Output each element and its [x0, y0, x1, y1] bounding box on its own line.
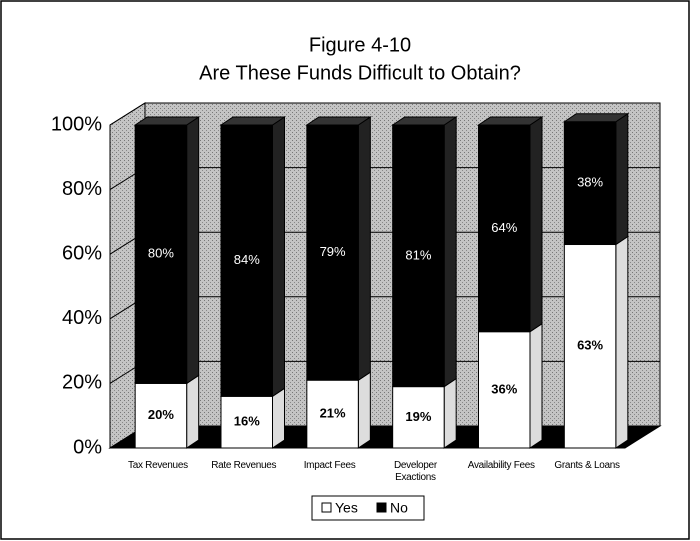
bar [392, 124, 445, 388]
x-tick-label: Rate Revenues [211, 460, 277, 471]
x-tick-label: Grants & Loans [554, 460, 620, 471]
y-tick-label: 60% [62, 242, 102, 264]
chart-title: Figure 4-10 [309, 34, 411, 56]
bar-side [443, 116, 457, 388]
x-tick-label: Availability Fees [467, 460, 535, 471]
bar [563, 121, 617, 246]
bar-side [615, 235, 629, 449]
bar [220, 395, 273, 449]
bar-side [272, 116, 285, 398]
bar [134, 382, 188, 449]
bar-side [357, 116, 371, 382]
bar [220, 124, 273, 397]
y-tick-label: 40% [62, 307, 102, 329]
value-label: 80% [148, 246, 174, 261]
value-label: 36% [491, 381, 517, 396]
value-label: 38% [577, 175, 603, 190]
value-label: 84% [234, 252, 260, 267]
bar-side [186, 116, 200, 385]
value-label: 81% [405, 247, 431, 262]
x-tick-label: Developer Exactions [393, 460, 437, 483]
y-tick-label: 20% [62, 372, 102, 394]
legend-swatch [321, 502, 332, 513]
value-label: 64% [491, 220, 517, 235]
value-label: 63% [577, 338, 603, 353]
x-tick-label: Tax Revenues [128, 460, 188, 471]
bar [306, 379, 359, 449]
value-label: 21% [320, 406, 346, 421]
legend-label: No [390, 500, 408, 516]
bar [134, 124, 188, 384]
bar-side [186, 374, 200, 449]
value-label: 19% [405, 409, 431, 424]
bar-top [391, 116, 458, 126]
value-label: 16% [234, 414, 260, 429]
bar-top [476, 116, 544, 126]
x-tick-label: Impact Fees [303, 460, 356, 471]
bar [563, 244, 617, 449]
legend-label: Yes [335, 500, 358, 516]
bar-side [615, 112, 629, 246]
value-label: 79% [320, 244, 346, 259]
bar-top [133, 116, 201, 126]
legend-swatch [376, 502, 387, 513]
bar-side [529, 116, 543, 333]
chart-subtitle: Are These Funds Difficult to Obtain? [199, 62, 521, 84]
bar-side [357, 371, 371, 449]
bar-top [305, 116, 372, 126]
bar-top [219, 116, 287, 126]
bar [306, 124, 359, 381]
bar [392, 386, 445, 449]
y-tick-label: 80% [62, 178, 102, 200]
bar [478, 124, 531, 333]
bar-side [272, 387, 285, 449]
bar-side [529, 322, 543, 449]
value-label: 20% [148, 407, 174, 422]
bar [478, 331, 531, 449]
y-tick-label: 0% [73, 436, 102, 458]
y-tick-label: 100% [51, 113, 102, 135]
bar-side [443, 377, 457, 449]
grid-line [109, 102, 660, 126]
bar-top [562, 113, 630, 123]
